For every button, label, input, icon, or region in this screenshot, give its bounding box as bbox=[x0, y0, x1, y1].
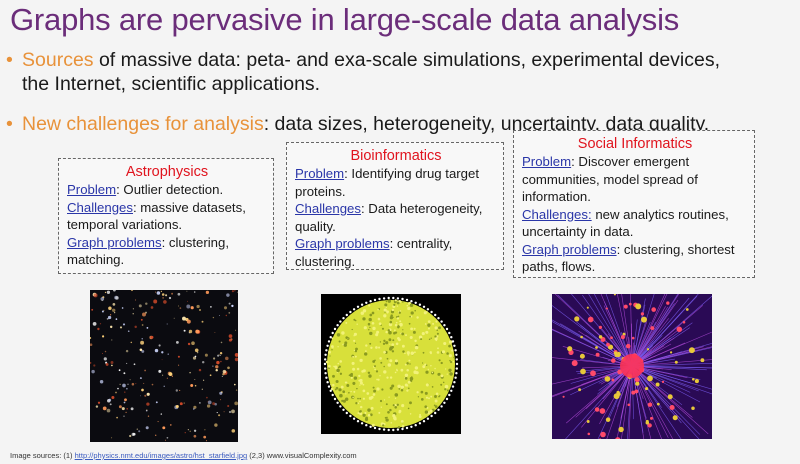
problem-text: : Outlier detection. bbox=[116, 182, 224, 197]
social-network-graphic bbox=[552, 294, 712, 439]
slide-title: Graphs are pervasive in large-scale data… bbox=[10, 2, 680, 37]
bullet-highlight: New challenges for analysis bbox=[22, 113, 264, 135]
problem-text: : Discover emergent communities, model s… bbox=[522, 154, 698, 204]
protein-network-graphic bbox=[323, 296, 459, 432]
box-heading: Astrophysics bbox=[125, 164, 209, 180]
challenges-label: Challenges: bbox=[522, 206, 592, 222]
problem-label: Problem bbox=[67, 182, 117, 197]
box-bioinformatics: Bioinformatics Problem: Identifying drug… bbox=[286, 142, 504, 270]
problem-label: Problem bbox=[522, 154, 572, 169]
bullet-dot-icon: • bbox=[6, 113, 13, 135]
box-problem: Problem: Identifying drug target protein… bbox=[295, 165, 497, 200]
graph-problems-text: : clustering, matching. bbox=[67, 234, 229, 268]
bullet-text: of massive data: peta- and exa-scale sim… bbox=[93, 49, 721, 71]
protein-network-image bbox=[321, 294, 461, 434]
graph-problems-label: Graph problems bbox=[67, 234, 162, 250]
graph-problems-text: : clustering, shortest paths, flows. bbox=[522, 241, 735, 275]
starfield-image bbox=[90, 290, 238, 442]
graph-problems-label: Graph problems bbox=[522, 241, 617, 257]
box-challenges: Challenges: new analytics routines, unce… bbox=[522, 206, 748, 241]
challenges-text: new analytics routines, uncertainty in d… bbox=[522, 206, 729, 240]
footer-source-link[interactable]: http://physics.nmt.edu/images/astro/hst_… bbox=[74, 451, 248, 460]
bullet-highlight: Sources bbox=[22, 49, 94, 71]
challenges-label: Challenges bbox=[67, 199, 133, 215]
box-social-informatics: Social Informatics Problem: Discover eme… bbox=[513, 130, 755, 278]
box-graph-problems: Graph problems: centrality, clustering. bbox=[295, 235, 497, 270]
box-challenges: Challenges: massive datasets, temporal v… bbox=[67, 199, 267, 234]
footer-prefix: Image sources: (1) bbox=[10, 451, 75, 460]
box-astrophysics: Astrophysics Problem: Outlier detection.… bbox=[58, 158, 274, 274]
box-challenges: Challenges: Data heterogeneity, quality. bbox=[295, 200, 497, 235]
bullet-dot-icon: • bbox=[6, 49, 13, 71]
challenges-label: Challenges bbox=[295, 201, 361, 216]
starfield-graphic bbox=[90, 290, 238, 442]
box-problem: Problem: Outlier detection. bbox=[67, 181, 267, 199]
bullet-challenges: • New challenges for analysis: data sizes… bbox=[6, 112, 709, 136]
box-heading: Bioinformatics bbox=[350, 148, 442, 164]
image-sources-footer: Image sources: (1) http://physics.nmt.ed… bbox=[10, 451, 357, 460]
problem-label: Problem bbox=[295, 166, 345, 181]
bullet-sources: • Sources of massive data: peta- and exa-… bbox=[6, 48, 796, 96]
bullet-text-continued: the Internet, scientific applications. bbox=[22, 73, 321, 95]
challenges-text: : Data heterogeneity, quality. bbox=[295, 201, 483, 234]
box-graph-problems: Graph problems: clustering, matching. bbox=[67, 234, 267, 269]
problem-text: : Identifying drug target proteins. bbox=[295, 166, 479, 199]
challenges-text: : massive datasets, temporal variations. bbox=[67, 199, 246, 233]
graph-problems-label: Graph problems bbox=[295, 236, 390, 251]
box-graph-problems: Graph problems: clustering, shortest pat… bbox=[522, 241, 748, 276]
box-heading: Social Informatics bbox=[577, 136, 693, 152]
bullet-text: : data sizes, heterogeneity, uncertainty… bbox=[263, 113, 710, 135]
graph-problems-text: : centrality, clustering. bbox=[295, 236, 453, 269]
box-problem: Problem: Discover emergent communities, … bbox=[522, 153, 748, 206]
footer-suffix: (2,3) www.visualComplexity.com bbox=[247, 451, 357, 460]
social-network-image bbox=[552, 294, 712, 439]
